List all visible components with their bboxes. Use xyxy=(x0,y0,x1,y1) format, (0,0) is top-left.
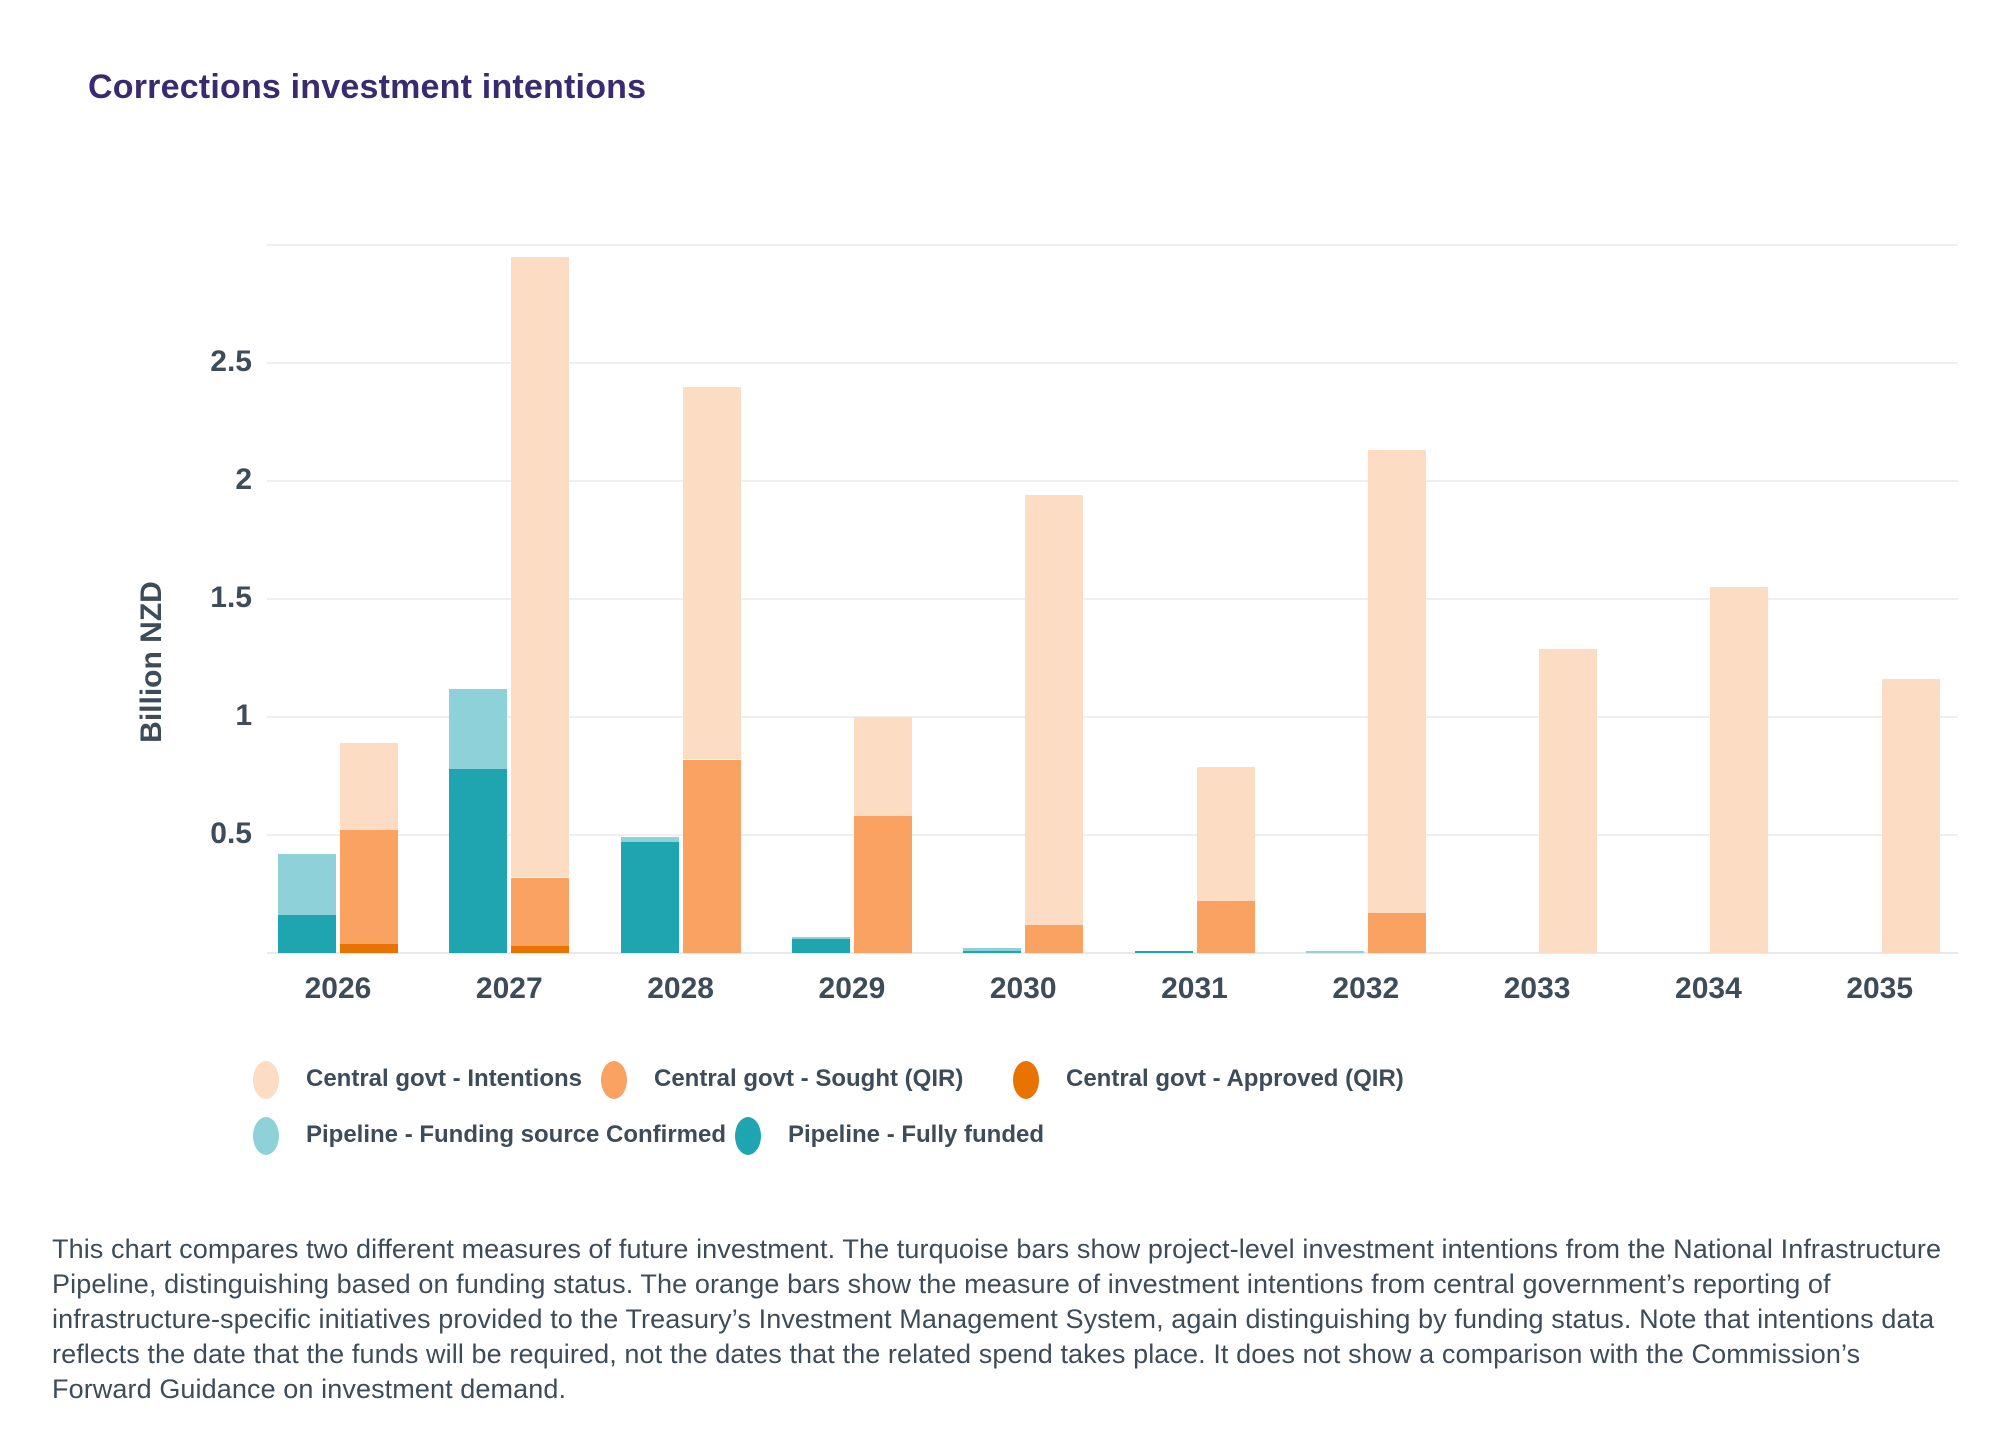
bar-2032-pipeline-funding-source-confirmed xyxy=(1305,950,1364,953)
central-govt-approved-qir-swatch-icon xyxy=(1013,1061,1039,1099)
bar-2031-central-govt-intentions xyxy=(1196,766,1255,902)
x-tick-label: 2035 xyxy=(1846,972,1914,1005)
bar-2031-pipeline-fully-funded xyxy=(1134,950,1193,953)
pipeline-fully-funded-swatch-icon xyxy=(735,1117,761,1155)
bar-2028-central-govt-intentions xyxy=(682,386,741,760)
bar-2027-pipeline-funding-source-confirmed xyxy=(449,688,508,769)
legend-label: Central govt - Sought (QIR) xyxy=(654,1065,964,1092)
x-tick-label: 2030 xyxy=(989,972,1057,1005)
bar-2026-pipeline-fully-funded xyxy=(278,915,336,953)
bar-2027-central-govt-sought-qir xyxy=(511,877,570,946)
gridline xyxy=(267,244,1958,246)
gridline xyxy=(267,834,1958,836)
y-tick-label: 0.5 xyxy=(210,817,252,850)
bar-2030-pipeline-funding-source-confirmed xyxy=(963,948,1022,951)
x-tick-label: 2031 xyxy=(1161,972,1228,1005)
bar-2027-pipeline-fully-funded xyxy=(449,768,508,953)
central-govt-sought-qir-swatch-icon xyxy=(601,1061,627,1099)
gridline xyxy=(267,362,1958,364)
bar-2035-central-govt-intentions xyxy=(1881,679,1940,953)
bar-2033-central-govt-intentions xyxy=(1539,648,1598,953)
bar-2028-pipeline-fully-funded xyxy=(620,842,679,953)
bar-2034-central-govt-intentions xyxy=(1710,587,1769,953)
pipeline-funding-source-confirmed-swatch-icon xyxy=(253,1117,279,1155)
central-govt-intentions-swatch-icon xyxy=(253,1061,279,1099)
legend-label: Central govt - Approved (QIR) xyxy=(1066,1065,1404,1092)
bar-2029-pipeline-fully-funded xyxy=(791,938,850,953)
y-tick-label: 1 xyxy=(235,699,252,732)
bar-2030-pipeline-fully-funded xyxy=(963,950,1022,953)
legend-label: Central govt - Intentions xyxy=(306,1065,582,1092)
bar-2026-pipeline-funding-source-confirmed xyxy=(278,853,336,916)
bar-2027-central-govt-intentions xyxy=(511,256,570,878)
bar-2030-central-govt-sought-qir xyxy=(1025,924,1084,953)
x-tick-label: 2032 xyxy=(1332,972,1400,1005)
x-tick-label: 2034 xyxy=(1675,972,1742,1005)
x-tick-label: 2033 xyxy=(1503,972,1571,1005)
legend-label: Pipeline - Fully funded xyxy=(788,1121,1045,1148)
bar-2029-pipeline-funding-source-confirmed xyxy=(791,936,850,939)
y-tick-label: 2.5 xyxy=(210,345,252,378)
bar-2026-central-govt-sought-qir xyxy=(340,830,398,944)
bar-2032-central-govt-sought-qir xyxy=(1367,912,1426,953)
y-tick-label: 1.5 xyxy=(210,581,252,614)
bar-2030-central-govt-intentions xyxy=(1025,495,1084,925)
chart-title: Corrections investment intentions xyxy=(88,68,647,106)
bar-2029-central-govt-intentions xyxy=(853,717,912,817)
bar-2028-pipeline-funding-source-confirmed xyxy=(620,837,679,843)
x-tick-label: 2027 xyxy=(475,972,543,1005)
legend-label: Pipeline - Funding source Confirmed xyxy=(306,1121,727,1148)
x-axis-line xyxy=(267,952,1958,954)
x-tick-label: 2028 xyxy=(647,972,714,1005)
gridline xyxy=(267,716,1958,718)
gridline xyxy=(267,598,1958,600)
gridline xyxy=(267,480,1958,482)
bar-2028-central-govt-sought-qir xyxy=(682,759,741,953)
bar-2026-central-govt-intentions xyxy=(340,743,398,831)
bar-2027-central-govt-approved-qir xyxy=(511,945,570,953)
bar-2032-central-govt-intentions xyxy=(1367,450,1426,913)
bar-2031-central-govt-sought-qir xyxy=(1196,901,1255,953)
y-tick-label: 2 xyxy=(235,463,252,496)
bar-2026-central-govt-approved-qir xyxy=(340,943,398,953)
bar-2029-central-govt-sought-qir xyxy=(853,816,912,953)
x-tick-label: 2026 xyxy=(304,972,372,1005)
chart-footnote: This chart compares two different measur… xyxy=(52,1234,1942,1404)
x-tick-label: 2029 xyxy=(818,972,886,1005)
